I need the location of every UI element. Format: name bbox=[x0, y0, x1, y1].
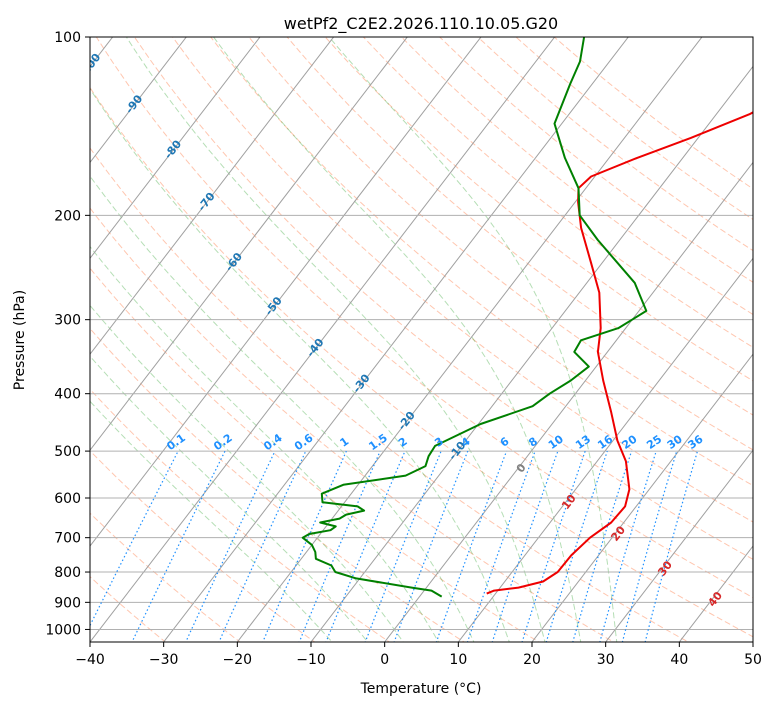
temperature-line bbox=[486, 111, 753, 595]
dry-adiabat-line bbox=[90, 388, 391, 642]
plot-frame bbox=[89, 36, 754, 643]
x-tick-label: −20 bbox=[223, 652, 253, 668]
dry-adiabat-line bbox=[171, 37, 753, 523]
mixing-ratio-line bbox=[491, 450, 559, 642]
moist-adiabat-line bbox=[90, 355, 369, 642]
mixing-ratio-line bbox=[644, 450, 699, 642]
dry-adiabat-line bbox=[90, 575, 167, 642]
dry-adiabat-line bbox=[362, 37, 753, 348]
x-tick-label: 20 bbox=[523, 652, 541, 668]
y-tick-label: 900 bbox=[54, 595, 81, 611]
x-tick-label: −10 bbox=[296, 652, 326, 668]
mixing-ratio-lines bbox=[90, 450, 699, 642]
dry-adiabat-line bbox=[95, 37, 753, 599]
mixing-ratio-line bbox=[262, 450, 347, 642]
y-axis: 100 200 300 400 500 600 700 800 900 1000 bbox=[45, 30, 90, 638]
isotherm-line bbox=[236, 37, 703, 642]
isotherm-line bbox=[163, 37, 629, 642]
x-axis: −40 −30 −20 −10 0 10 20 30 40 50 bbox=[75, 642, 762, 668]
isotherm-line bbox=[90, 37, 187, 164]
mixing-ratio-line bbox=[298, 450, 381, 642]
dry-adiabat-line bbox=[90, 450, 316, 642]
x-tick-label: 40 bbox=[670, 652, 688, 668]
y-tick-label: 100 bbox=[54, 30, 81, 46]
x-axis-label: Temperature (°C) bbox=[360, 681, 482, 697]
pressure-gridlines bbox=[90, 37, 753, 630]
dry-adiabat-line bbox=[90, 147, 690, 642]
plot-area: -100-90-80-70-60-50-40-30-20-10010203040… bbox=[90, 37, 753, 642]
y-tick-label: 500 bbox=[54, 444, 81, 460]
mixing-ratio-line bbox=[621, 450, 678, 642]
mixing-ratio-line bbox=[131, 450, 226, 642]
dewpoint-line bbox=[301, 37, 648, 598]
isotherm-line bbox=[457, 257, 753, 642]
x-tick-label: 30 bbox=[597, 652, 615, 668]
dry-adiabat-line bbox=[286, 37, 753, 416]
isotherm-line bbox=[384, 161, 753, 642]
isotherm-line bbox=[90, 37, 482, 547]
isotherm-line bbox=[531, 353, 753, 642]
x-tick-label: 10 bbox=[449, 652, 467, 668]
x-tick-label: −40 bbox=[75, 652, 105, 668]
y-axis-label: Pressure (hPa) bbox=[12, 290, 28, 390]
x-tick-label: 0 bbox=[380, 652, 389, 668]
dry-adiabat-line bbox=[90, 86, 753, 638]
mixing-ratio-line bbox=[521, 450, 586, 642]
sounding-series bbox=[301, 37, 753, 598]
y-tick-label: 700 bbox=[54, 531, 81, 547]
moist-adiabat-line bbox=[213, 37, 582, 642]
mixing-ratio-line bbox=[466, 450, 536, 642]
mixing-ratio-line bbox=[325, 450, 406, 642]
y-tick-label: 200 bbox=[54, 208, 81, 224]
dry-adiabat-line bbox=[210, 37, 753, 487]
chart-title: wetPf2_C2E2.2026.110.10.05.G20 bbox=[284, 14, 558, 34]
y-tick-label: 800 bbox=[54, 565, 81, 581]
dry-adiabat-line bbox=[90, 207, 615, 642]
dry-adiabat-line bbox=[90, 327, 466, 642]
dry-adiabat-line bbox=[438, 37, 753, 283]
skewed-isotherms bbox=[90, 37, 753, 642]
isotherm-line bbox=[90, 37, 556, 642]
mixing-ratio-line bbox=[572, 450, 633, 642]
isotherm-line bbox=[90, 37, 261, 260]
x-tick-label: −30 bbox=[149, 652, 179, 668]
isotherm-line bbox=[605, 449, 753, 642]
isotherm-line bbox=[90, 37, 408, 451]
y-tick-label: 300 bbox=[54, 313, 81, 329]
y-tick-label: 1000 bbox=[45, 622, 81, 638]
isotherm-line bbox=[310, 65, 753, 642]
isotherm-line bbox=[90, 37, 335, 356]
y-tick-label: 600 bbox=[54, 491, 81, 507]
moist-adiabat-line bbox=[90, 245, 440, 642]
y-tick-label: 400 bbox=[54, 387, 81, 403]
mixing-ratio-line bbox=[599, 450, 657, 642]
x-tick-label: 50 bbox=[744, 652, 762, 668]
